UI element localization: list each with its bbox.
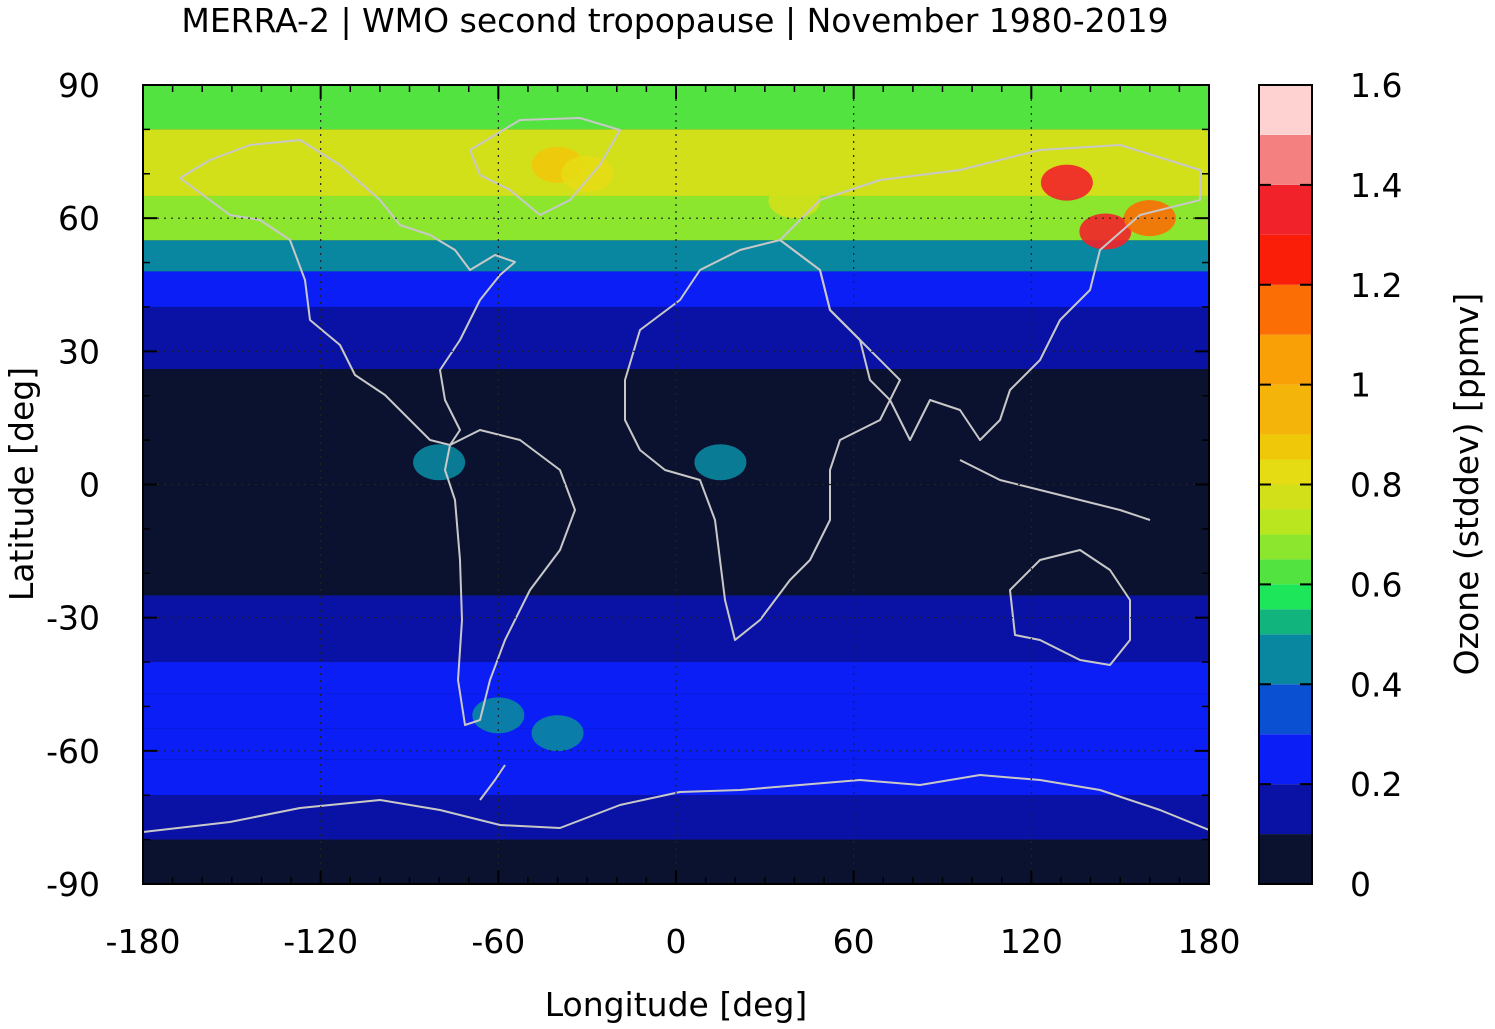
x-tick-label: 0 (666, 922, 687, 961)
field-feature-1 (1079, 213, 1132, 250)
zonal-band-3 (143, 240, 1209, 272)
field-feature-8 (413, 444, 466, 481)
zonal-band-6 (143, 369, 1209, 596)
colorbar-tick-label: 0 (1350, 865, 1371, 904)
coastline-asia (779, 144, 1201, 441)
colorbar-segment-5 (1259, 609, 1312, 635)
field-features (413, 146, 1176, 752)
field-feature-9 (694, 444, 747, 481)
chart-title: MERRA-2 | WMO second tropopause | Novemb… (181, 1, 1168, 40)
x-axis-label: Longitude [deg] (545, 985, 808, 1024)
colorbar-segment-18 (1259, 134, 1312, 185)
y-tick-label: 90 (58, 66, 100, 105)
colorbar-segment-6 (1259, 584, 1312, 610)
y-tick-label: -30 (46, 599, 100, 638)
coastline-antarctica (143, 774, 1209, 833)
colorbar-segment-19 (1259, 85, 1312, 135)
x-tick-label: -180 (106, 922, 181, 961)
colorbar-tick-label: 0.2 (1350, 765, 1402, 804)
colorbar-segment-0 (1259, 834, 1312, 884)
gridlines (143, 85, 1209, 884)
y-tick-label: -60 (46, 732, 100, 771)
colorbar-tick-label: 1 (1350, 366, 1371, 405)
x-tick-label: -60 (471, 922, 525, 961)
colorbar-segment-16 (1259, 234, 1312, 285)
colorbar-segment-10 (1259, 484, 1312, 510)
colorbar-segment-17 (1259, 184, 1312, 235)
x-axis: -180 -120 -60 0 60 120 180 (106, 85, 1241, 961)
zonal-band-7 (143, 595, 1209, 663)
coastline-greenland (469, 117, 621, 216)
plot-area (143, 85, 1209, 884)
y-axis: 90 60 30 0 -30 -60 -90 (46, 66, 1209, 904)
colorbar-segment-12 (1259, 434, 1312, 460)
field-feature-0 (1040, 164, 1093, 201)
colorbar-segment-8 (1259, 534, 1312, 560)
field-feature-7 (531, 715, 584, 752)
y-tick-label: 0 (79, 466, 100, 505)
colorbar-segment-7 (1259, 559, 1312, 585)
colorbar-segment-11 (1259, 459, 1312, 485)
y-axis-label: Latitude [deg] (2, 367, 41, 601)
colorbar-segment-4 (1259, 634, 1312, 685)
y-tick-label: -90 (46, 865, 100, 904)
colorbar-label: Ozone (stddev) [ppmv] (1447, 293, 1486, 676)
colorbar-tick-label: 1.2 (1350, 266, 1402, 305)
colorbar-tick-label: 0.4 (1350, 665, 1402, 704)
colorbar-segment-15 (1259, 284, 1312, 335)
colorbar-tick-label: 0.6 (1350, 565, 1402, 604)
coastline-outline (143, 117, 1209, 833)
y-tick-label: 60 (58, 199, 100, 238)
field-feature-5 (768, 182, 821, 219)
colorbar-segment-1 (1259, 784, 1312, 835)
colorbar-tick-label: 1.4 (1350, 166, 1402, 205)
colorbar-segment-14 (1259, 334, 1312, 385)
x-tick-label: 60 (833, 922, 875, 961)
coastline-indonesia (959, 459, 1151, 521)
colorbar-segment-13 (1259, 384, 1312, 435)
colorbar-segment-9 (1259, 509, 1312, 535)
x-tick-label: -120 (283, 922, 358, 961)
zonal-band-12 (143, 795, 1209, 840)
x-tick-label: 120 (1000, 922, 1063, 961)
colorbar-tick-label: 0.8 (1350, 466, 1402, 505)
field-feature-4 (561, 155, 614, 192)
y-tick-label: 30 (58, 332, 100, 371)
colorbar-tick-label: 1.6 (1350, 66, 1402, 105)
colorbar-segment-3 (1259, 684, 1312, 735)
colorbar (1259, 85, 1312, 884)
colorbar-segment-2 (1259, 734, 1312, 785)
colorbar-ticks: 0 0.2 0.4 0.6 0.8 1 1.2 1.4 1.6 (1259, 66, 1402, 904)
x-tick-label: 180 (1178, 922, 1241, 961)
coastline-antarctic-peninsula (479, 764, 506, 801)
coastline-north-america (179, 139, 516, 446)
coastline-south-america (444, 429, 576, 726)
